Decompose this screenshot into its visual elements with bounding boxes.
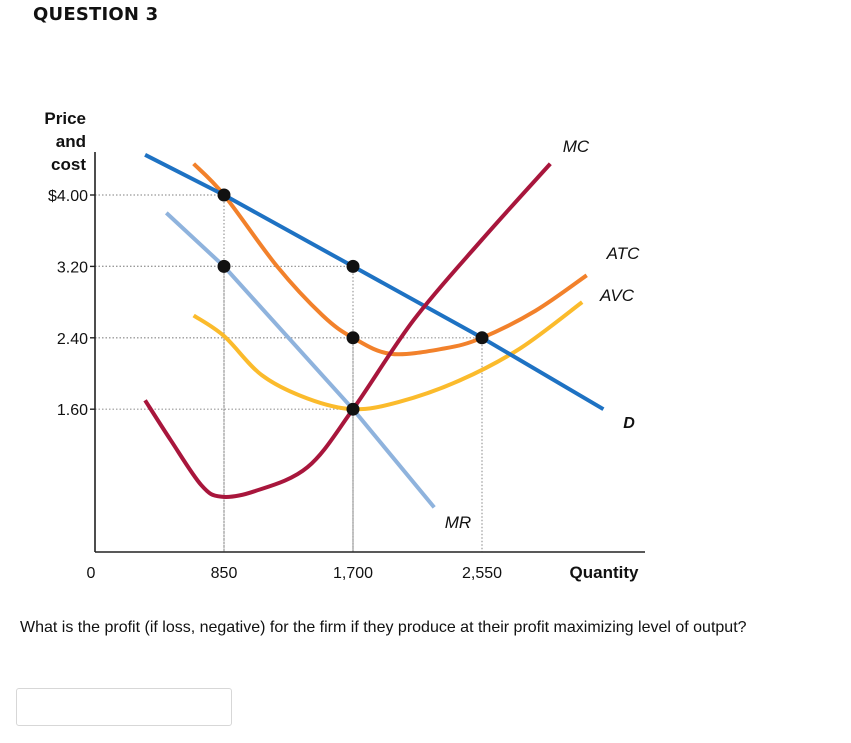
guide-lines	[95, 194, 483, 552]
y-axis-title: Price and cost	[44, 109, 86, 174]
question-title: QUESTION 3	[33, 4, 159, 25]
intersection-point	[346, 331, 360, 345]
intersection-point	[346, 402, 360, 416]
x-axis-title: Quantity	[570, 563, 639, 582]
curve-d	[144, 153, 605, 411]
axes	[94, 152, 645, 553]
x-tick-label: 1,700	[333, 565, 373, 582]
y-tick-label: $4.00	[48, 188, 88, 205]
x-tick-label: 2,550	[462, 565, 502, 582]
curves	[143, 153, 605, 509]
curve-atc	[192, 162, 588, 357]
curve-mr	[164, 211, 436, 509]
curve-label-atc: ATC	[606, 244, 640, 263]
intersection-point	[217, 259, 231, 273]
y-axis-title-line: and	[56, 132, 86, 151]
y-tick-label: 3.20	[57, 259, 88, 276]
intersection-point	[217, 188, 231, 202]
y-tick-label: 1.60	[57, 402, 88, 419]
curve-mc	[143, 162, 552, 499]
curve-label-avc: AVC	[599, 286, 635, 305]
curve-label-d: D	[623, 415, 635, 432]
curve-labels: MC ATC AVC D MR Quantity	[445, 137, 640, 582]
y-axis-title-line: Price	[44, 109, 86, 128]
y-axis-title-line: cost	[51, 155, 86, 174]
intersection-point	[346, 259, 360, 273]
intersection-points	[217, 188, 489, 416]
question-prompt: What is the profit (if loss, negative) f…	[20, 619, 747, 636]
tick-labels: $4.00 3.20 2.40 1.60 0 850 1,700 2,550	[48, 188, 502, 582]
x-tick-label: 0	[87, 565, 96, 582]
intersection-point	[475, 331, 489, 345]
y-tick-label: 2.40	[57, 331, 88, 348]
cost-curves-chart: Price and cost $4.00 3.20 2.40 1.60 0 850 1,70…	[44, 109, 645, 582]
curve-label-mc: MC	[563, 137, 590, 156]
curve-label-mr: MR	[445, 513, 471, 532]
answer-input[interactable]	[16, 688, 232, 726]
x-tick-label: 850	[211, 565, 238, 582]
